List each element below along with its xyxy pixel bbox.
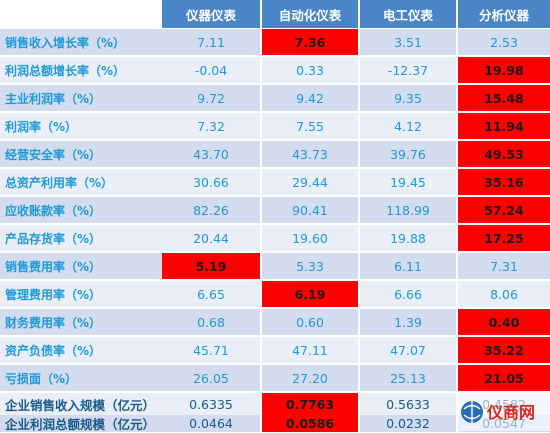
table-row: 财务费用率（%） 0.68 0.60 1.39 0.40 [0,309,550,335]
watermark-text: 仪商网 [486,403,535,422]
value-cell: 43.73 [262,141,358,167]
value-cell: 3.51 [360,29,456,55]
value-cell: 35.16 [458,169,550,195]
table-row: 利润总额增长率（%） -0.04 0.33 -12.37 19.98 [0,57,550,83]
table-row: 资产负债率（%） 45.71 47.11 47.07 35.22 [0,337,550,363]
row-label: 经营安全率（%） [0,141,162,167]
table-row: 销售收入增长率（%） 7.11 7.36 3.51 2.53 [0,29,550,55]
value-cell: 20.44 [162,225,260,251]
value-cell: 0.0586 [262,415,358,432]
row-label: 应收账款率（%） [0,197,162,223]
value-cell: 9.42 [262,85,358,111]
row-label: 亏损面（%） [0,365,162,391]
value-cell: 39.76 [360,141,456,167]
value-cell: 19.45 [360,169,456,195]
row-label: 管理费用率（%） [0,281,162,307]
row-label: 销售费用率（%） [0,253,162,279]
value-cell: 43.70 [162,141,260,167]
value-cell: -0.04 [162,57,260,83]
row-label: 利润率（%） [0,113,162,139]
value-cell: 49.53 [458,141,550,167]
value-cell: 7.31 [458,253,550,279]
table-row: 总资产利用率（%） 30.66 29.44 19.45 35.16 [0,169,550,195]
row-label: 利润总额增长率（%） [0,57,162,83]
table-header: 仪器仪表 自动化仪表 电工仪表 分析仪器 [0,0,550,28]
value-cell: 0.0232 [360,415,456,432]
header-col-1: 仪器仪表 [162,0,260,28]
header-col-2: 自动化仪表 [262,0,358,28]
table-row: 利润率（%） 7.32 7.55 4.12 11.94 [0,113,550,139]
value-cell: 1.39 [360,309,456,335]
value-cell: 30.66 [162,169,260,195]
value-cell: 7.36 [262,29,358,55]
table-row: 亏损面（%） 26.05 27.20 25.13 21.05 [0,365,550,391]
table-row: 销售费用率（%） 5.19 5.33 6.11 7.31 [0,253,550,279]
value-cell: 0.33 [262,57,358,83]
value-cell: 6.65 [162,281,260,307]
row-label: 总资产利用率（%） [0,169,162,195]
table-row: 管理费用率（%） 6.65 6.19 6.66 8.06 [0,281,550,307]
header-corner [0,0,162,28]
value-cell: 21.05 [458,365,550,391]
table-row: 产品存货率（%） 20.44 19.60 19.88 17.25 [0,225,550,251]
value-cell: 0.7763 [262,393,358,415]
table-row: 应收账款率（%） 82.26 90.41 118.99 57.24 [0,197,550,223]
row-label: 企业利润总额规模（亿元） [0,415,162,432]
value-cell: 11.94 [458,113,550,139]
value-cell: 0.60 [262,309,358,335]
table-row: 主业利润率（%） 9.72 9.42 9.35 15.48 [0,85,550,111]
value-cell: 29.44 [262,169,358,195]
value-cell: 7.32 [162,113,260,139]
value-cell: 35.22 [458,337,550,363]
value-cell: 19.98 [458,57,550,83]
value-cell: 7.55 [262,113,358,139]
row-label: 企业销售收入规模（亿元） [0,393,162,415]
value-cell: 26.05 [162,365,260,391]
value-cell: 19.60 [262,225,358,251]
value-cell: 17.25 [458,225,550,251]
value-cell: 47.11 [262,337,358,363]
row-label: 主业利润率（%） [0,85,162,111]
value-cell: 19.88 [360,225,456,251]
row-label: 资产负债率（%） [0,337,162,363]
value-cell: 0.68 [162,309,260,335]
value-cell: -12.37 [360,57,456,83]
value-cell: 27.20 [262,365,358,391]
header-col-4: 分析仪器 [458,0,550,28]
row-label: 财务费用率（%） [0,309,162,335]
value-cell: 2.53 [458,29,550,55]
value-cell: 15.48 [458,85,550,111]
header-col-3: 电工仪表 [360,0,456,28]
value-cell: 5.33 [262,253,358,279]
row-label: 销售收入增长率（%） [0,29,162,55]
value-cell: 0.0464 [162,415,260,432]
value-cell: 90.41 [262,197,358,223]
value-cell: 57.24 [458,197,550,223]
row-label: 产品存货率（%） [0,225,162,251]
value-cell: 0.5633 [360,393,456,415]
watermark-logo: 仪商网 [458,392,550,431]
table-row: 经营安全率（%） 43.70 43.73 39.76 49.53 [0,141,550,167]
value-cell: 6.19 [262,281,358,307]
value-cell: 0.6335 [162,393,260,415]
value-cell: 25.13 [360,365,456,391]
value-cell: 45.71 [162,337,260,363]
value-cell: 9.72 [162,85,260,111]
value-cell: 118.99 [360,197,456,223]
value-cell: 82.26 [162,197,260,223]
value-cell: 0.40 [458,309,550,335]
value-cell: 47.07 [360,337,456,363]
value-cell: 6.11 [360,253,456,279]
value-cell: 7.11 [162,29,260,55]
value-cell: 9.35 [360,85,456,111]
value-cell: 8.06 [458,281,550,307]
value-cell: 4.12 [360,113,456,139]
value-cell: 6.66 [360,281,456,307]
value-cell: 5.19 [162,253,260,279]
